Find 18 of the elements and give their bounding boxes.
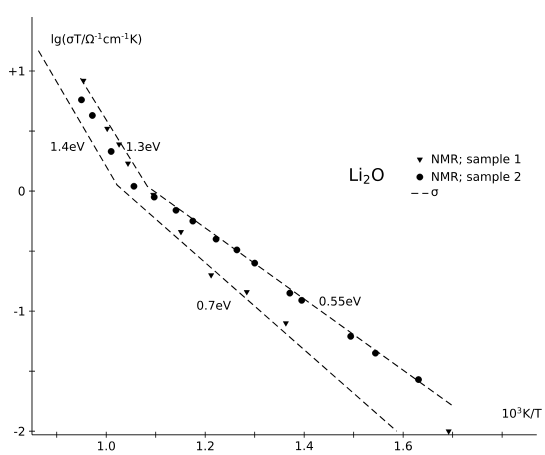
x-tick-label: 1.4 <box>296 441 314 450</box>
legend-label: σ <box>432 189 438 196</box>
text: Li$_{2}$O <box>350 168 384 184</box>
y-tick-label: -2 <box>14 426 24 436</box>
annotation: 1.3eV <box>127 142 160 152</box>
legend-label: NMR; sample 2 <box>432 172 520 184</box>
x-tick-label: 1.0 <box>98 441 115 451</box>
x-tick-label: 1.6 <box>394 441 412 451</box>
x-tick-label: 1.2 <box>196 441 214 450</box>
x-axis-title: 10$^{3}$K/T <box>502 407 542 419</box>
y-axis-title: lg(σT/Ω$^{-1}$cm$^{-1}$K) <box>52 33 142 46</box>
y-tick-label: +1 <box>9 66 24 76</box>
annotation: 0.7eV <box>197 300 231 310</box>
legend-label: NMR; sample 1 <box>432 154 520 166</box>
y-tick-label: 0 <box>18 186 25 196</box>
annotation: 0.55eV <box>320 296 361 306</box>
annotation: 1.4eV <box>51 142 85 152</box>
y-tick-label: -1 <box>14 306 24 316</box>
